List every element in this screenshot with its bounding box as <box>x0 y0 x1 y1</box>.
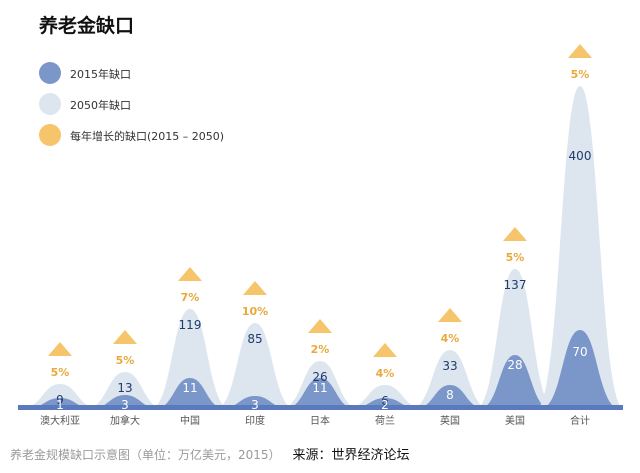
peak-2015-6 <box>414 385 486 409</box>
value-2050-8: 400 <box>569 149 592 163</box>
peak-2050-8 <box>536 86 624 409</box>
value-2015-8: 70 <box>572 345 587 359</box>
value-2050-5: 6 <box>381 394 389 408</box>
legend-swatch-growth <box>39 124 61 146</box>
legend-label-2015: 2015年缺口 <box>70 67 131 81</box>
category-label-3: 印度 <box>245 414 265 427</box>
growth-triangle-5 <box>373 343 397 357</box>
value-2015-2: 11 <box>182 381 197 395</box>
peak-2050-3 <box>215 323 295 409</box>
value-2050-4: 26 <box>312 370 327 384</box>
legend-swatch-2050 <box>39 93 61 115</box>
growth-triangle-3 <box>243 281 267 295</box>
value-2015-6: 8 <box>446 388 454 402</box>
growth-label-6: 4% <box>441 332 460 345</box>
growth-triangle-1 <box>113 330 137 344</box>
footer: 养老金规模缺口示意图（单位：万亿美元，2015） 来源：世界经济论坛 <box>10 444 410 463</box>
category-label-5: 荷兰 <box>375 414 395 427</box>
peak-2015-7 <box>479 355 551 409</box>
value-2015-4: 11 <box>312 381 327 395</box>
growth-triangle-8 <box>568 44 592 58</box>
growth-label-4: 2% <box>311 343 330 356</box>
growth-triangle-6 <box>438 308 462 322</box>
growth-label-7: 5% <box>506 251 525 264</box>
value-2015-5: 2 <box>381 398 389 412</box>
value-2050-7: 137 <box>504 278 527 292</box>
growth-label-2: 7% <box>181 291 200 304</box>
value-2050-0: 9 <box>56 393 64 407</box>
value-2015-1: 3 <box>121 398 129 412</box>
value-2015-3: 3 <box>251 398 259 412</box>
growth-label-3: 10% <box>242 305 268 318</box>
growth-label-8: 5% <box>571 68 590 81</box>
labels-layer: 91澳大利亚5%133加拿大5%11911中国7%853印度10%2611日本2… <box>40 44 592 427</box>
growth-triangle-4 <box>308 319 332 333</box>
baseline-bar <box>18 405 623 410</box>
peak-2050-0 <box>20 384 100 409</box>
legend-label-2050: 2050年缺口 <box>70 98 131 112</box>
category-label-0: 澳大利亚 <box>40 414 80 427</box>
peak-2050-6 <box>410 350 490 409</box>
category-label-7: 美国 <box>505 414 525 427</box>
legend: 2015年缺口 2050年缺口 每年增长的缺口(2015 – 2050) <box>39 62 224 146</box>
category-label-6: 英国 <box>440 414 460 427</box>
peak-2015-4 <box>284 378 356 409</box>
value-2015-7: 28 <box>507 358 522 372</box>
peak-2050-1 <box>85 372 165 409</box>
chart-title: 养老金缺口 <box>39 15 135 37</box>
value-2050-3: 85 <box>247 332 262 346</box>
growth-triangle-7 <box>503 227 527 241</box>
peak-2050-7 <box>475 269 555 409</box>
peak-2015-8 <box>540 330 620 409</box>
peak-2050-2 <box>150 309 230 409</box>
category-label-8: 合计 <box>570 414 590 427</box>
value-2050-2: 119 <box>179 318 202 332</box>
growth-triangle-0 <box>48 342 72 356</box>
growth-label-0: 5% <box>51 366 70 379</box>
growth-label-5: 4% <box>376 367 395 380</box>
peak-2015-2 <box>154 378 226 409</box>
growth-label-1: 5% <box>116 354 135 367</box>
value-2050-1: 13 <box>117 381 132 395</box>
legend-swatch-2015 <box>39 62 61 84</box>
growth-triangle-2 <box>178 267 202 281</box>
footer-source: 来源：世界经济论坛 <box>292 448 410 463</box>
pension-gap-chart: 2015年缺口 2050年缺口 每年增长的缺口(2015 – 2050) 91 澳… <box>18 44 624 427</box>
category-label-4: 日本 <box>310 414 330 427</box>
value-2015-0: 1 <box>56 398 64 412</box>
peak-2050-5 <box>345 385 425 409</box>
peaks-layer <box>18 86 624 410</box>
footer-note: 养老金规模缺口示意图（单位：万亿美元，2015） <box>10 448 281 462</box>
value-2050-6: 33 <box>442 359 457 373</box>
category-label-1: 加拿大 <box>110 414 140 427</box>
legend-label-growth: 每年增长的缺口(2015 – 2050) <box>70 129 224 143</box>
category-label-2: 中国 <box>180 414 200 427</box>
